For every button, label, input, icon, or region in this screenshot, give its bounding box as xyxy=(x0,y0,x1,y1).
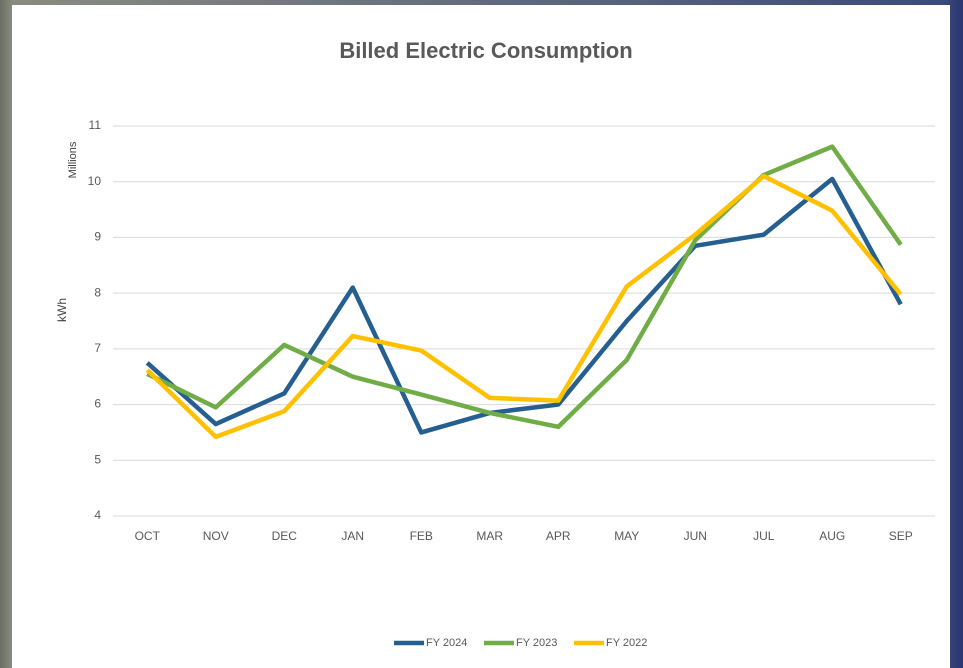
x-tick-label: FEB xyxy=(410,529,433,543)
y-tick-label: 4 xyxy=(94,508,101,522)
legend-label: FY 2024 xyxy=(426,637,467,649)
x-tick-label: JUN xyxy=(684,529,707,543)
legend-label: FY 2023 xyxy=(516,637,557,649)
x-tick-label: SEP xyxy=(889,529,913,543)
y-tick-label: 6 xyxy=(94,397,101,411)
x-tick-label: NOV xyxy=(203,529,229,543)
y-units-label: Millions xyxy=(67,141,79,178)
x-tick-label: AUG xyxy=(819,529,845,543)
chart-panel xyxy=(12,5,950,668)
y-tick-label: 7 xyxy=(94,341,101,355)
x-tick-label: DEC xyxy=(272,529,298,543)
x-tick-label: MAY xyxy=(614,529,639,543)
y-axis-label: kWh xyxy=(55,298,69,322)
x-tick-label: JUL xyxy=(753,529,775,543)
chart: Billed Electric Consumption Millions kWh… xyxy=(0,0,963,668)
legend-label: FY 2022 xyxy=(606,637,647,649)
y-tick-label: 11 xyxy=(89,118,102,132)
x-tick-label: OCT xyxy=(135,529,161,543)
x-tick-label: JAN xyxy=(341,529,364,543)
chart-title: Billed Electric Consumption xyxy=(339,38,632,63)
y-tick-label: 8 xyxy=(94,285,101,299)
y-tick-label: 10 xyxy=(88,174,102,188)
page: Billed Electric Consumption Millions kWh… xyxy=(0,0,963,668)
y-tick-label: 5 xyxy=(94,452,101,466)
x-tick-label: APR xyxy=(546,529,571,543)
x-tick-label: MAR xyxy=(476,529,503,543)
y-tick-label: 9 xyxy=(94,230,101,244)
